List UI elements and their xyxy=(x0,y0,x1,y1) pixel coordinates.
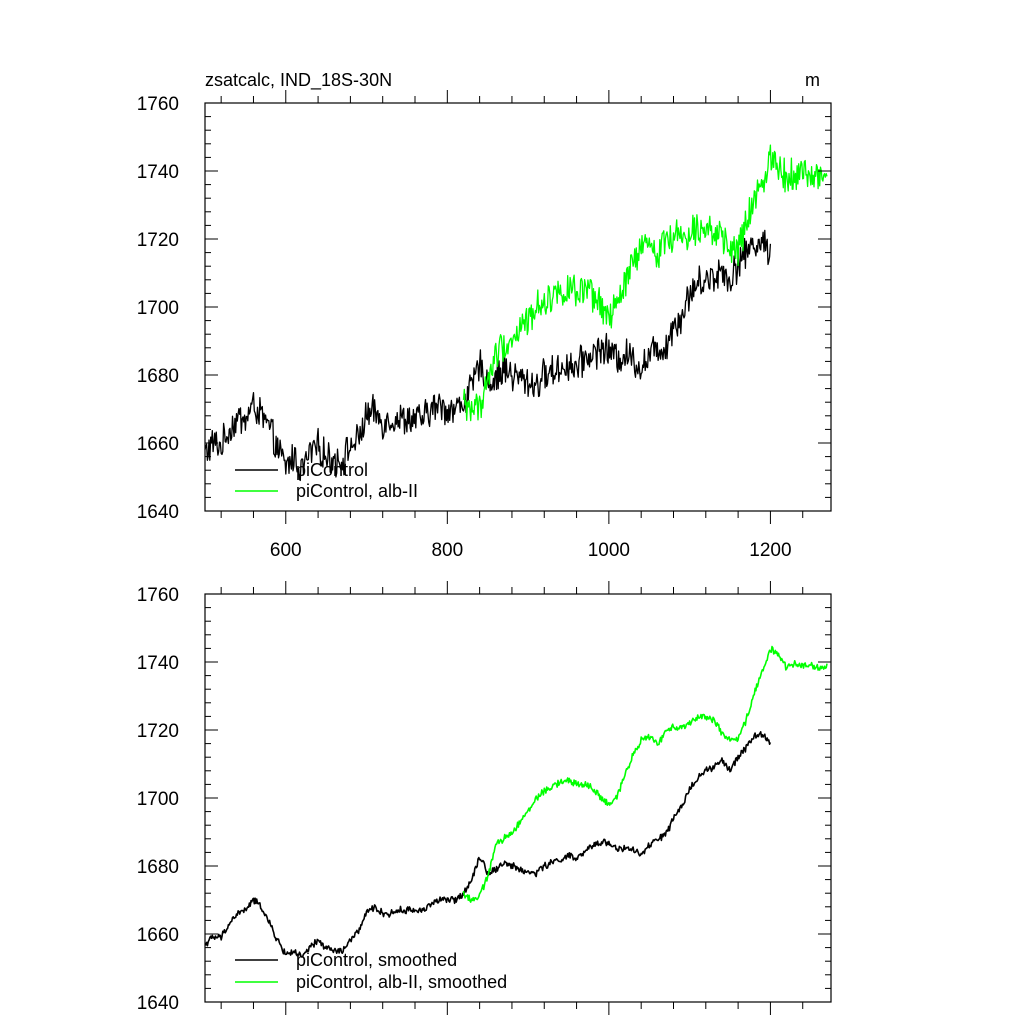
legend: piControl piControl, alb-II xyxy=(235,460,418,501)
series-line-piControl-alb-II xyxy=(462,645,828,903)
series-line-piControl xyxy=(204,229,772,482)
y-tick-label: 1720 xyxy=(137,721,179,742)
y-tick-label: 1640 xyxy=(137,993,179,1014)
chart-title: zsatcalc, IND_18S-30N xyxy=(205,70,392,91)
legend-label-piControl-alb-II: piControl, alb-II xyxy=(296,481,418,501)
units-label: m xyxy=(805,70,820,90)
y-tick-label: 1700 xyxy=(137,789,179,810)
plot-area-top xyxy=(204,144,828,482)
y-tick-label: 1660 xyxy=(137,434,179,455)
y-tick-label: 1740 xyxy=(137,162,179,183)
y-tick-label: 1740 xyxy=(137,653,179,674)
legend-label-piControl-smoothed: piControl, smoothed xyxy=(296,950,457,970)
series-line-piControl-alb-II xyxy=(462,144,828,422)
plot-frame xyxy=(204,102,832,512)
x-tick-label: 600 xyxy=(270,540,302,561)
y-tick-label: 1760 xyxy=(137,94,179,115)
y-tick-label: 1700 xyxy=(137,298,179,319)
series-line-piControl xyxy=(204,730,772,958)
plot-area-bottom xyxy=(204,645,828,958)
y-tick-label: 1680 xyxy=(137,857,179,878)
y-tick-label: 1720 xyxy=(137,230,179,251)
legend-label-piControl: piControl xyxy=(296,460,368,480)
x-tick-label: 800 xyxy=(431,540,463,561)
plot-frame xyxy=(204,593,832,1003)
x-tick-label: 1200 xyxy=(749,540,791,561)
legend-label-piControl-alb-II-smoothed: piControl, alb-II, smoothed xyxy=(296,972,507,992)
x-tick-label: 1000 xyxy=(588,540,630,561)
top-panel: zsatcalc, IND_18S-30N m piControl piCont… xyxy=(137,70,832,561)
y-tick-label: 1680 xyxy=(137,366,179,387)
y-tick-label: 1660 xyxy=(137,925,179,946)
legend: piControl, smoothed piControl, alb-II, s… xyxy=(235,950,507,992)
bottom-panel: piControl, smoothed piControl, alb-II, s… xyxy=(137,581,832,1015)
y-tick-label: 1760 xyxy=(137,585,179,606)
y-tick-label: 1640 xyxy=(137,502,179,523)
